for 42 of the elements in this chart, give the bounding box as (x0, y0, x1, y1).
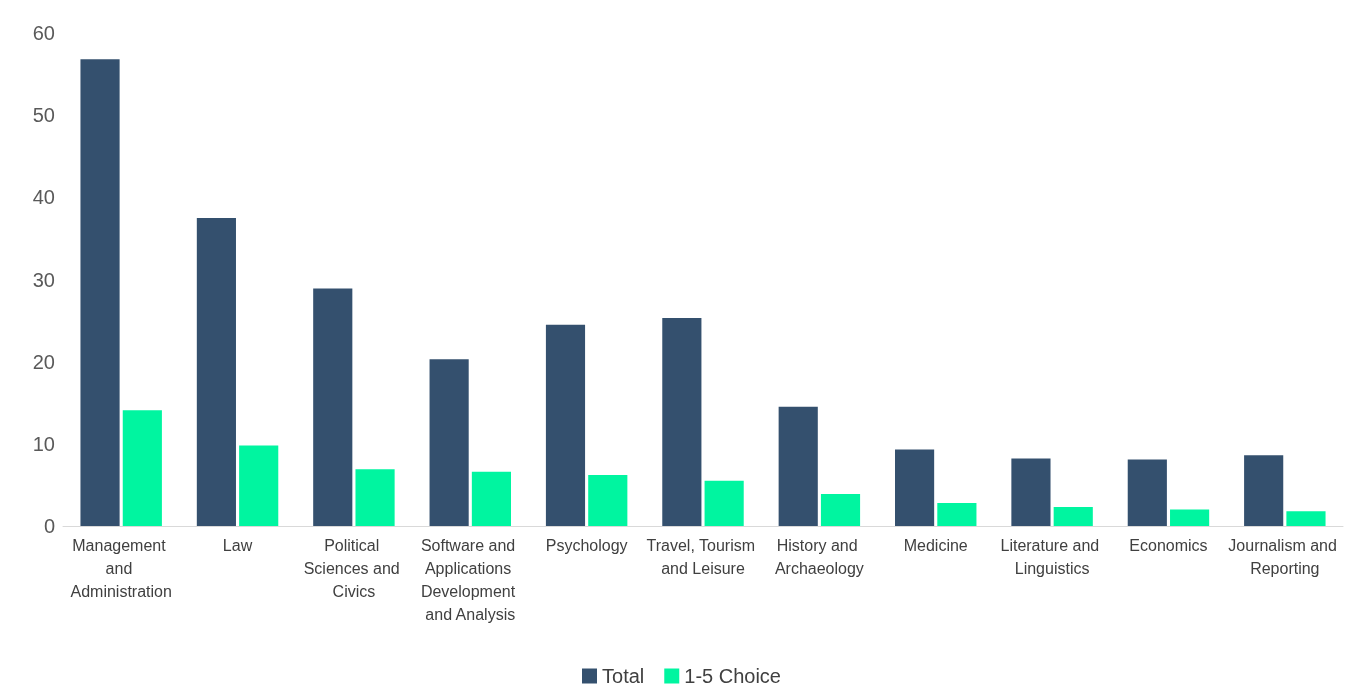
bar (1127, 459, 1167, 526)
bar (545, 324, 586, 526)
bar (820, 493, 861, 526)
x-tick-label: Software and Applications Development and Analysis (420, 537, 520, 623)
bar (313, 288, 353, 526)
y-tick-label: 30 (32, 268, 55, 291)
y-tick-label: 40 (32, 186, 55, 209)
x-tick-label: Economics (1129, 537, 1208, 554)
y-tick-label: 0 (43, 515, 55, 537)
bar (588, 475, 628, 526)
y-tick-label: 20 (32, 350, 55, 373)
x-tick-label: Literature and Linguistics (1000, 537, 1104, 577)
bar (704, 480, 744, 526)
bar (429, 359, 469, 526)
bar (937, 502, 977, 526)
bar (1244, 455, 1284, 526)
y-tick-label: 10 (32, 432, 55, 455)
x-tick-label: Travel, Tourism and Leisure (646, 537, 760, 577)
legend-label: 1-5 Choice (684, 665, 781, 687)
legend-label: Total (602, 665, 645, 687)
x-tick-label: Political Sciences and Civics (303, 537, 405, 600)
bar (662, 318, 702, 526)
x-tick-label: Psychology (545, 537, 628, 554)
x-tick-label: Journalism and Reporting (1228, 537, 1342, 577)
bar (778, 406, 818, 526)
x-tick-label: Management and Administration (70, 537, 172, 600)
bar (1286, 511, 1326, 526)
bar (1053, 507, 1093, 526)
bar (895, 449, 935, 526)
bar (1170, 509, 1210, 526)
y-tick-label: 50 (32, 104, 55, 127)
bar (80, 59, 120, 526)
bar (122, 410, 162, 526)
bar (239, 445, 279, 526)
x-tick-label: History and Archaeology (774, 537, 864, 577)
bar (471, 471, 511, 526)
bar (1011, 458, 1051, 526)
x-tick-label: Law (222, 537, 253, 554)
y-tick-label: 60 (32, 22, 55, 44)
bar (355, 469, 395, 526)
x-tick-label: Medicine (903, 537, 968, 554)
bar (196, 217, 236, 526)
